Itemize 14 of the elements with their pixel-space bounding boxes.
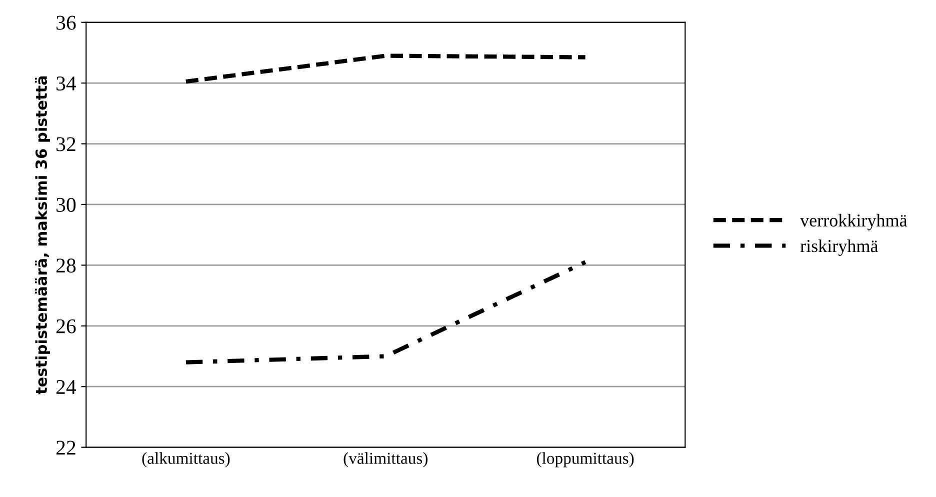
y-tick-label: 28 [56,258,76,273]
legend-label: verrokkiryhmä [800,214,908,230]
x-tick-label: (välimittaus) [344,452,428,468]
x-tick-label: (loppumittaus) [536,452,634,468]
y-tick-label: 24 [56,380,76,394]
y-tick-label: 26 [56,319,76,334]
x-tick-label: (alkumittaus) [142,452,230,468]
y-tick-label: 34 [56,76,76,91]
legend-label: riskiryhmä [800,239,878,256]
y-tick-label: 30 [56,198,76,212]
y-tick-label: 22 [56,440,76,455]
y-tick-label: 36 [56,16,76,30]
y-tick-label: 32 [56,137,76,152]
y-axis-title: testipistemäärä, maksimi 36 pistettä [35,76,50,394]
